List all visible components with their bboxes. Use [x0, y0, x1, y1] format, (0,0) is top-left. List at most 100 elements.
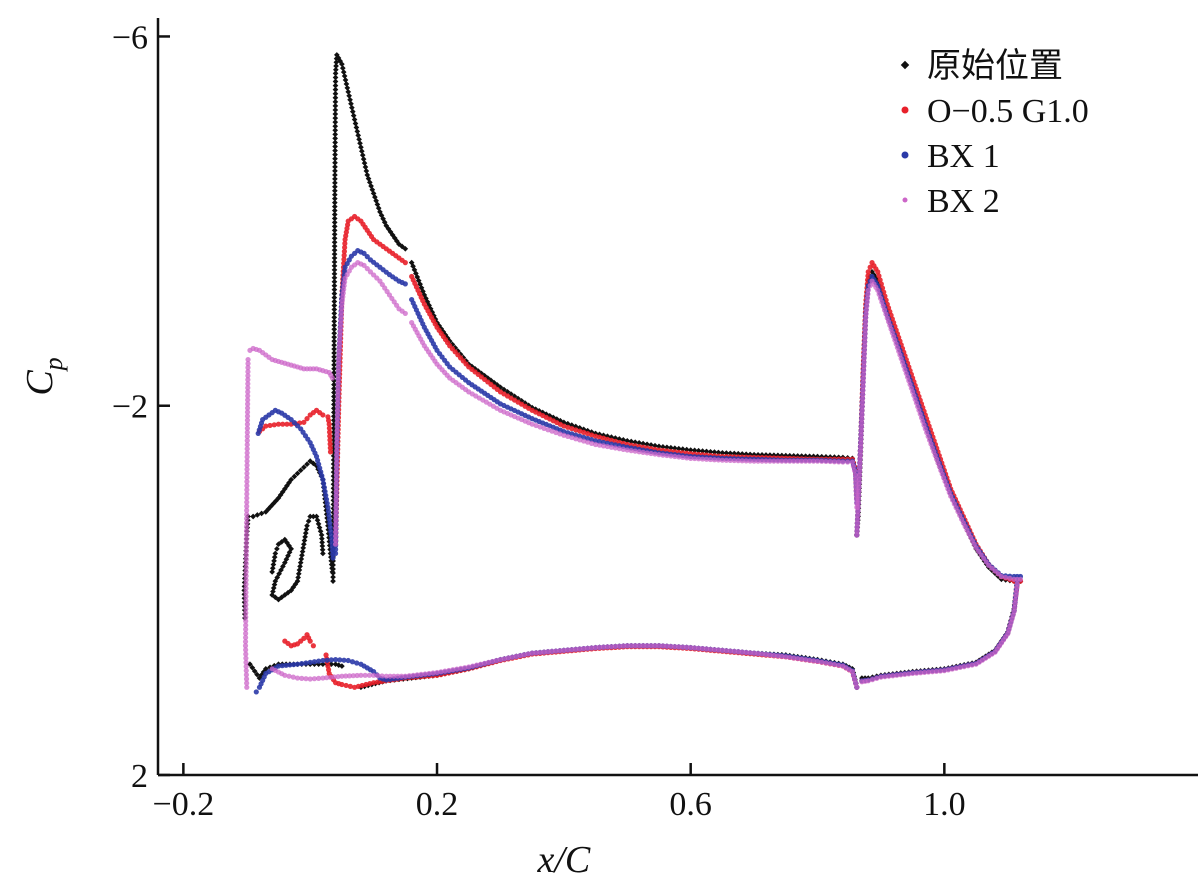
data-point — [644, 643, 650, 649]
data-point — [358, 144, 364, 151]
data-point — [849, 459, 855, 465]
data-point — [632, 439, 639, 446]
data-point — [333, 513, 339, 519]
data-point — [333, 529, 339, 535]
data-point — [640, 643, 646, 649]
data-point — [331, 203, 338, 210]
data-point — [335, 404, 341, 410]
data-point — [336, 345, 343, 351]
data-point — [668, 643, 674, 650]
legend-item: 原始位置 — [900, 46, 1063, 86]
data-point — [648, 450, 654, 457]
data-point — [855, 508, 861, 514]
data-point — [319, 539, 325, 546]
data-point — [624, 437, 631, 444]
data-point — [854, 532, 860, 538]
data-point — [862, 327, 868, 333]
data-point — [854, 520, 860, 526]
data-point — [333, 500, 339, 507]
data-point — [414, 672, 420, 678]
data-point — [275, 421, 282, 427]
data-point — [335, 376, 341, 382]
data-point — [735, 458, 741, 464]
data-point — [334, 440, 340, 446]
data-point — [596, 644, 603, 650]
data-point — [243, 556, 249, 563]
data-point — [676, 644, 682, 650]
data-point — [779, 653, 785, 659]
data-point — [331, 274, 338, 281]
data-point — [330, 566, 336, 572]
data-point — [242, 634, 249, 641]
data-point — [854, 528, 860, 534]
data-point — [1003, 574, 1009, 581]
data-point — [332, 143, 338, 150]
data-point — [851, 468, 858, 474]
data-point — [330, 555, 336, 561]
data-point — [336, 353, 342, 359]
data-point — [244, 487, 250, 493]
data-point — [243, 672, 249, 678]
data-point — [364, 266, 370, 272]
data-point — [327, 437, 333, 443]
data-point — [320, 550, 326, 557]
data-point — [565, 424, 571, 430]
data-point — [478, 661, 484, 667]
data-point — [331, 271, 338, 277]
data-point — [521, 652, 527, 658]
data-point — [573, 432, 579, 438]
data-point — [371, 680, 377, 686]
data-point — [337, 657, 343, 663]
data-point — [324, 500, 330, 506]
data-point — [856, 480, 862, 486]
data-point — [331, 290, 338, 297]
data-point — [533, 650, 539, 656]
data-point — [334, 444, 340, 450]
data-point — [861, 359, 867, 366]
data-point — [553, 429, 559, 436]
data-point — [335, 364, 342, 371]
data-point — [339, 305, 345, 311]
data-point — [331, 365, 337, 372]
data-point — [864, 295, 871, 301]
data-point — [608, 644, 615, 650]
data-point — [331, 215, 338, 222]
data-point — [814, 658, 821, 665]
data-point — [333, 525, 339, 531]
data-point — [333, 484, 339, 490]
data-point — [719, 647, 725, 653]
data-point — [402, 260, 408, 266]
data-point — [333, 505, 339, 511]
data-point — [863, 307, 870, 313]
data-point — [243, 602, 249, 608]
data-point — [581, 434, 587, 440]
data-point — [723, 648, 729, 654]
data-point — [321, 484, 327, 491]
data-point — [332, 98, 339, 105]
data-point — [359, 152, 366, 158]
data-point — [332, 550, 339, 557]
data-point — [569, 434, 575, 441]
data-point — [244, 450, 250, 456]
data-point — [862, 319, 869, 325]
data-point — [565, 433, 571, 440]
data-point — [836, 459, 842, 465]
data-point — [251, 668, 258, 674]
data-point — [856, 476, 862, 482]
data-point — [331, 243, 338, 249]
data-point — [675, 445, 682, 452]
data-point — [360, 156, 367, 162]
data-point — [331, 381, 337, 388]
data-point — [644, 450, 650, 456]
data-point — [881, 307, 888, 313]
data-point — [332, 187, 338, 194]
data-point — [244, 483, 250, 489]
data-point — [402, 310, 408, 317]
data-point — [894, 672, 900, 678]
data-point — [819, 659, 825, 665]
data-point — [588, 645, 595, 651]
data-point — [349, 659, 356, 665]
data-point — [363, 168, 370, 174]
data-point — [332, 74, 339, 81]
data-point — [719, 449, 726, 456]
